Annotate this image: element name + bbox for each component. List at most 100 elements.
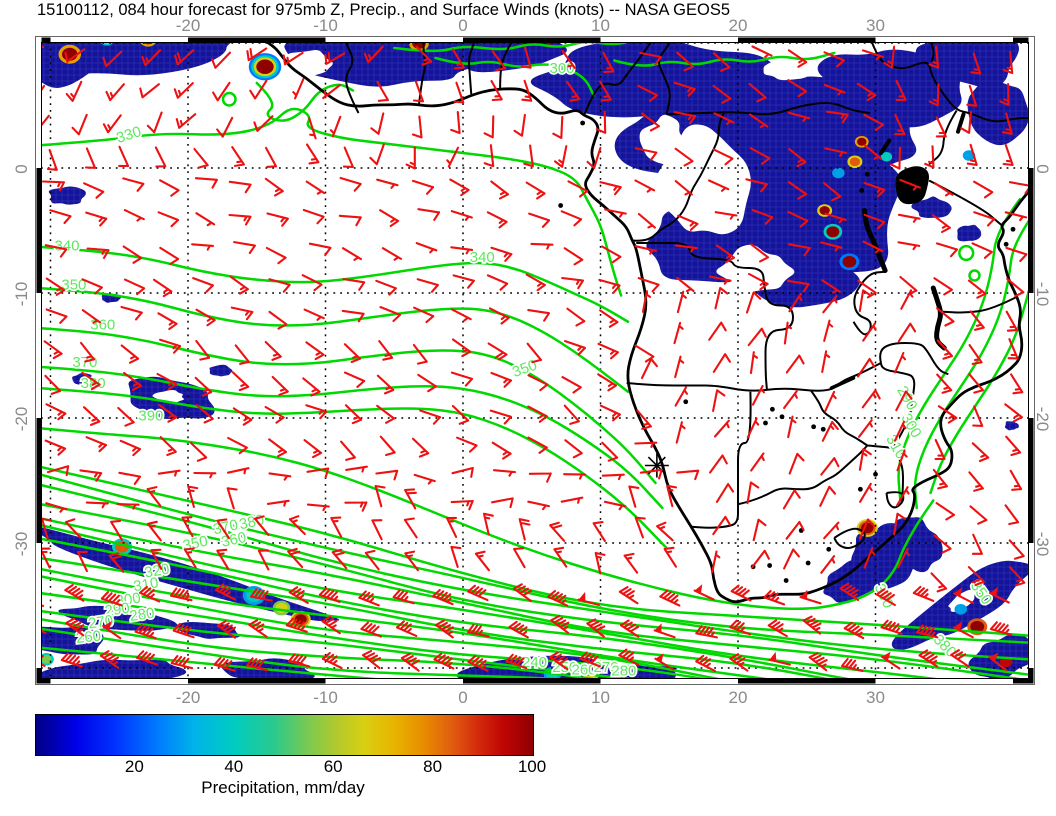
wind-barb xyxy=(674,180,693,196)
country-border xyxy=(942,295,1018,314)
contour-label: 280 xyxy=(611,663,636,680)
wind-barb xyxy=(490,371,513,388)
country-border xyxy=(885,491,905,509)
wind-barb xyxy=(381,247,403,261)
wind-barb xyxy=(120,305,143,321)
precip-blob xyxy=(911,196,952,218)
wind-barb xyxy=(44,244,68,258)
wind-barb xyxy=(266,212,289,227)
country-border xyxy=(636,241,794,390)
wind-barb xyxy=(81,309,101,324)
wind-barb xyxy=(264,340,282,361)
wind-barb xyxy=(102,625,122,640)
wind-barb xyxy=(713,419,730,438)
wind-barb xyxy=(973,211,996,227)
colorbar-gradient xyxy=(35,714,534,756)
wind-barb xyxy=(193,471,217,479)
wind-barb xyxy=(528,472,552,483)
lat-tick-label-left: -30 xyxy=(12,531,31,557)
wind-barb xyxy=(450,246,474,255)
wind-barb xyxy=(81,371,101,391)
map-dot xyxy=(558,203,564,208)
country-border xyxy=(499,42,513,90)
wind-barb xyxy=(228,180,252,194)
wind-barb xyxy=(530,242,554,250)
wind-barb xyxy=(676,290,687,314)
wind-barb xyxy=(788,452,805,475)
wind-barb xyxy=(118,471,142,485)
wind-barb xyxy=(187,485,199,508)
wind-barb xyxy=(603,500,627,511)
frame-layer xyxy=(35,36,1035,685)
lake-turkana xyxy=(956,112,966,134)
wind-barb xyxy=(268,310,288,330)
wind-barb xyxy=(250,588,273,602)
wind-barb xyxy=(619,619,640,638)
colorbar-tick-label: 100 xyxy=(517,757,547,776)
wind-barb xyxy=(288,586,309,605)
wind-barb xyxy=(233,241,256,255)
wind-barb xyxy=(212,81,231,102)
contour-label: 270 xyxy=(593,659,618,676)
contour-line-packed xyxy=(41,517,1028,679)
wind-barb xyxy=(989,621,1013,636)
wind-barb xyxy=(192,277,214,293)
wind-barb xyxy=(41,114,50,128)
wind-barb xyxy=(329,115,342,138)
frame-segment-bottom xyxy=(738,678,876,684)
wind-barb xyxy=(341,309,365,323)
wind-barb xyxy=(65,617,85,637)
wind-barb xyxy=(863,181,886,198)
wind-barb xyxy=(1009,469,1023,491)
wind-barb xyxy=(45,308,68,324)
wind-barb xyxy=(181,516,194,538)
wind-barb xyxy=(749,147,771,165)
wind-barb xyxy=(1008,566,1026,587)
wind-barb xyxy=(932,214,951,234)
wind-barb xyxy=(823,51,845,68)
wind-barb xyxy=(597,342,619,360)
wind-barb xyxy=(467,584,489,602)
precip-hotspot xyxy=(849,157,861,167)
wind-barb xyxy=(564,340,587,356)
wind-barb xyxy=(787,415,797,439)
wind-barb xyxy=(666,484,678,508)
country-border xyxy=(468,42,476,95)
wind-barb xyxy=(880,619,903,635)
contour-line xyxy=(897,198,1022,501)
contour-label: 340 xyxy=(54,238,79,255)
wind-barb xyxy=(708,275,732,285)
wind-barb xyxy=(663,546,678,568)
map-dot xyxy=(767,563,773,568)
wind-barb xyxy=(292,77,305,100)
wind-barb xyxy=(305,143,320,165)
wind-barb xyxy=(287,547,304,569)
wind-barb xyxy=(548,651,569,671)
contour-line-packed xyxy=(41,646,387,679)
wind-barb xyxy=(634,344,655,363)
wind-barb xyxy=(586,618,606,638)
wind-barb xyxy=(508,620,529,639)
wind-barb xyxy=(159,436,177,457)
wind-barb xyxy=(189,441,208,462)
precip-hotspot xyxy=(970,620,985,633)
contour-line-packed xyxy=(41,591,712,679)
wind-barb xyxy=(43,340,63,360)
wind-barb xyxy=(932,468,948,490)
wind-barb xyxy=(246,657,269,672)
lon-tick-label-bottom: -10 xyxy=(313,688,338,707)
wind-barb xyxy=(41,84,46,93)
wind-barb xyxy=(695,625,718,639)
precip-hotspot xyxy=(819,206,830,215)
wind-barb xyxy=(972,405,984,427)
wind-barb xyxy=(119,439,142,457)
wind-barb xyxy=(173,82,194,99)
lat-tick-label-right: -30 xyxy=(1033,531,1052,557)
map-dot xyxy=(580,120,586,126)
wind-barb xyxy=(862,322,877,342)
wind-barb xyxy=(376,80,389,102)
frame-segment-top xyxy=(600,37,738,43)
wind-barb xyxy=(170,655,194,670)
wind-barb xyxy=(264,146,278,168)
frame-segment-top xyxy=(50,37,188,43)
